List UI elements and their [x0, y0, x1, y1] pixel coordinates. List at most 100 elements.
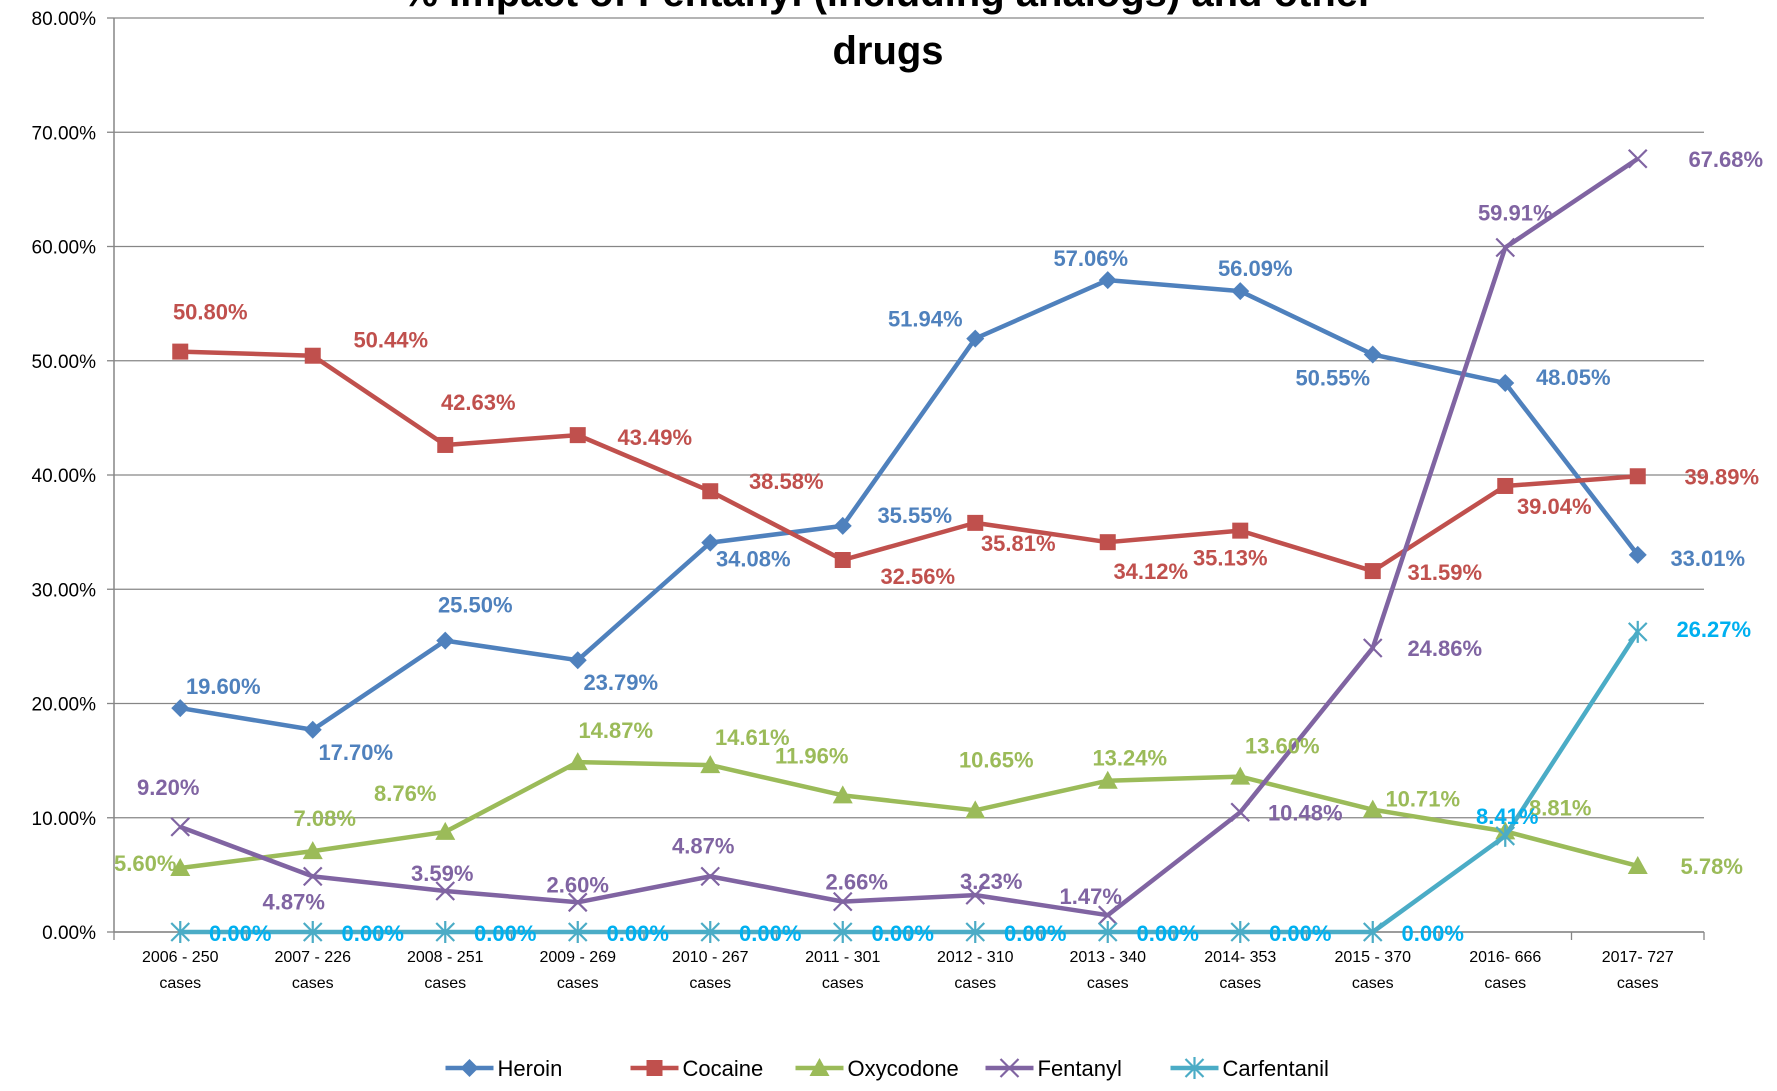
- cocaine-data-label: 39.04%: [1517, 494, 1592, 519]
- legend-label-cocaine: Cocaine: [683, 1056, 764, 1081]
- chart-title-line: % Impact of Fentanyl (including analogs)…: [402, 0, 1373, 15]
- oxycodone-point: [700, 755, 721, 774]
- fentanyl-point: [700, 866, 721, 887]
- fentanyl-data-label: 24.86%: [1407, 636, 1482, 661]
- oxycodone-data-label: 8.81%: [1529, 795, 1591, 820]
- fentanyl-point: [1097, 905, 1118, 925]
- cocaine-point: [1497, 477, 1514, 494]
- data-labels: 19.60% 17.70% 25.50% 23.79% 34.08% 35.55% 51.9…: [114, 147, 1763, 946]
- heroin-point: [1628, 545, 1647, 564]
- carfentanil-point: [1495, 824, 1516, 847]
- carfentanil-point: [435, 921, 456, 943]
- fentanyl-data-label: 1.47%: [1060, 884, 1122, 909]
- fentanyl-data-label: 4.87%: [263, 889, 325, 914]
- x-tick-label: 2006 - 250 cases: [142, 949, 219, 992]
- carfentanil-data-label: 0.00%: [872, 921, 934, 946]
- x-tick-label: 2010 - 267 cases: [672, 949, 749, 992]
- x-tick-label: 2016- 666 cases: [1469, 949, 1541, 992]
- carfentanil-point: [567, 921, 588, 943]
- x-tick-label: 2012 - 310 cases: [937, 949, 1014, 992]
- legend-item-carfentanil: Carfentanil: [1170, 1056, 1329, 1081]
- carfentanil-point: [1230, 921, 1251, 943]
- cocaine-point: [569, 427, 586, 444]
- chart-title-line: drugs: [832, 29, 943, 73]
- cocaine-data-label: 50.44%: [353, 328, 428, 353]
- heroin-data-label: 19.60%: [186, 674, 261, 699]
- heroin-point: [303, 720, 322, 739]
- oxycodone-data-label: 10.65%: [959, 747, 1034, 772]
- legend-marker-fentanyl: [999, 1058, 1020, 1078]
- oxycodone-line: [179, 759, 1639, 871]
- oxycodone-data-label: 13.24%: [1092, 746, 1167, 771]
- cocaine-data-label: 43.49%: [617, 425, 692, 450]
- legend-marker-cocaine: [646, 1060, 663, 1076]
- carfentanil-data-label: 0.00%: [209, 921, 271, 946]
- legend-marker-oxycodone: [809, 1058, 830, 1076]
- heroin-data-label: 35.55%: [877, 503, 952, 528]
- cocaine-point: [437, 436, 454, 453]
- fentanyl-data-label: 59.91%: [1478, 201, 1553, 226]
- legend-item-fentanyl: Fentanyl: [985, 1056, 1122, 1081]
- cocaine-point: [172, 343, 189, 360]
- oxycodone-data-label: 5.78%: [1681, 854, 1743, 879]
- oxycodone-data-label: 5.60%: [114, 851, 176, 876]
- fentanyl-point: [1627, 148, 1648, 169]
- oxycodone-data-label: 7.08%: [294, 806, 356, 831]
- cocaine-data-label: 42.63%: [441, 390, 516, 415]
- carfentanil-data-label: 0.00%: [1004, 921, 1066, 946]
- oxycodone-data-label: 11.96%: [775, 743, 848, 768]
- gridlines: [114, 17, 1704, 933]
- carfentanil-point: [170, 921, 191, 943]
- series-lines: [170, 148, 1648, 943]
- fentanyl-data-label: 9.20%: [137, 775, 199, 800]
- fentanyl-point: [435, 881, 456, 901]
- cocaine-data-label: 39.89%: [1684, 464, 1759, 489]
- cocaine-point: [834, 552, 851, 569]
- oxycodone-point: [567, 752, 588, 771]
- y-tick-label: 40.00%: [32, 466, 97, 487]
- legend: Heroin Cocaine Oxycodone Fentanyl Carfentani…: [445, 1056, 1329, 1081]
- cocaine-data-label: 35.13%: [1193, 546, 1268, 571]
- fentanyl-data-label: 10.48%: [1268, 800, 1343, 825]
- heroin-data-label: 57.06%: [1053, 246, 1128, 271]
- x-tick-label: 2011 - 301 cases: [805, 949, 880, 992]
- carfentanil-data-label: 26.27%: [1676, 617, 1751, 642]
- legend-label-oxycodone: Oxycodone: [848, 1056, 959, 1081]
- heroin-point: [966, 329, 985, 348]
- y-tick-label: 80.00%: [32, 9, 97, 30]
- heroin-line: [179, 277, 1640, 733]
- y-tick-label: 0.00%: [42, 923, 96, 944]
- carfentanil-data-label: 0.00%: [1137, 921, 1199, 946]
- oxycodone-point: [1230, 766, 1251, 785]
- heroin-point: [568, 651, 587, 670]
- carfentanil-point: [700, 921, 721, 943]
- heroin-data-label: 23.79%: [583, 670, 658, 695]
- x-tick-label: 2007 - 226 cases: [274, 949, 351, 992]
- heroin-point: [436, 631, 455, 650]
- heroin-point: [701, 533, 720, 552]
- y-tick-label: 50.00%: [32, 352, 97, 373]
- heroin-data-label: 56.09%: [1218, 256, 1293, 281]
- oxycodone-point: [965, 800, 986, 819]
- carfentanil-data-label: 0.00%: [342, 921, 404, 946]
- oxycodone-point: [302, 841, 323, 860]
- carfentanil-data-label: 0.00%: [474, 921, 536, 946]
- carfentanil-point: [832, 921, 853, 943]
- oxycodone-data-label: 13.60%: [1245, 734, 1320, 759]
- carfentanil-line: [180, 630, 1640, 935]
- cocaine-point: [304, 347, 321, 364]
- heroin-point: [1363, 345, 1382, 364]
- legend-item-cocaine: Cocaine: [630, 1056, 764, 1081]
- cocaine-line: [180, 349, 1638, 574]
- carfentanil-point: [1097, 921, 1118, 943]
- cocaine-data-label: 32.56%: [880, 564, 955, 589]
- y-tick-label: 60.00%: [32, 238, 97, 259]
- chart-title: % Impact of Fentanyl (including analogs)…: [402, 0, 1373, 73]
- x-tick-label: 2015 - 370 cases: [1334, 949, 1411, 992]
- legend-marker-carfentanil: [1184, 1057, 1205, 1079]
- fentanyl-data-label: 4.87%: [672, 833, 734, 858]
- carfentanil-data-label: 0.00%: [607, 921, 669, 946]
- oxycodone-data-label: 8.76%: [374, 781, 436, 806]
